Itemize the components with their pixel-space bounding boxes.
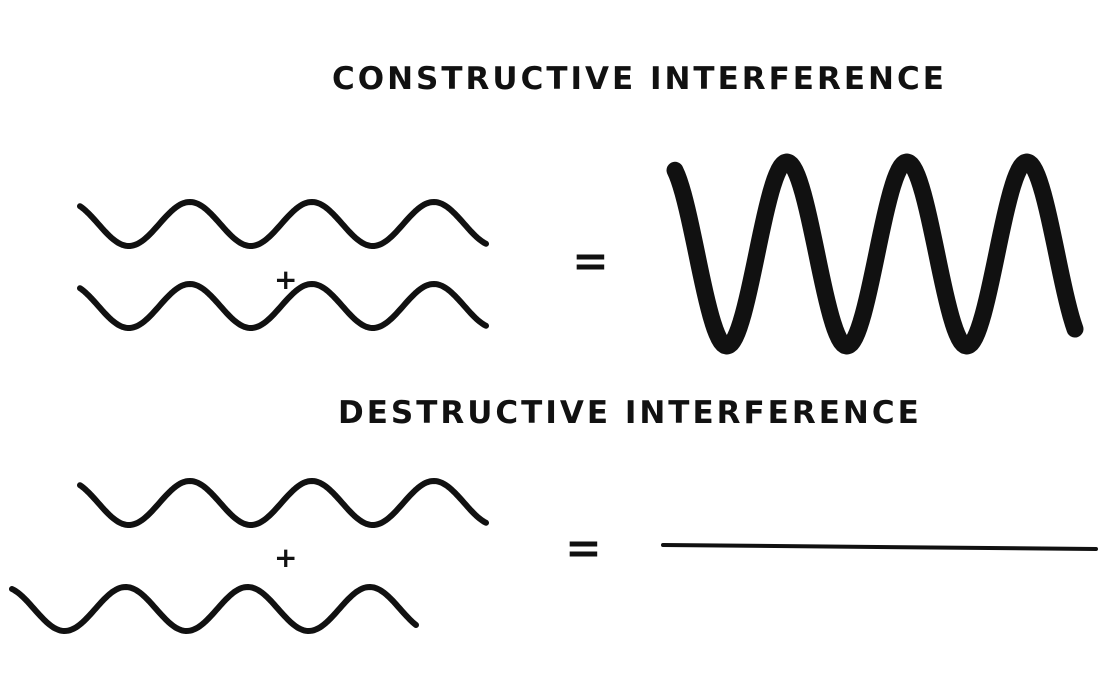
constructive-result-wave [666, 153, 1084, 355]
constructive-section: CONSTRUCTIVE INTERFERENCE + = [77, 61, 1084, 355]
constructive-equals-sign: = [572, 236, 609, 287]
destructive-section: DESTRUCTIVE INTERFERENCE + = [9, 395, 1098, 634]
destructive-input-wave-1 [77, 478, 489, 528]
constructive-input-wave-1 [77, 199, 489, 249]
destructive-plus-sign: + [274, 541, 297, 574]
constructive-plus-sign: + [274, 263, 297, 296]
destructive-input-wave-2 [9, 584, 419, 634]
destructive-result-flat-line [661, 543, 1098, 551]
destructive-equals-sign: = [565, 523, 602, 574]
destructive-title: DESTRUCTIVE INTERFERENCE [338, 395, 922, 431]
constructive-input-wave-2 [77, 281, 489, 331]
constructive-title: CONSTRUCTIVE INTERFERENCE [332, 61, 947, 97]
